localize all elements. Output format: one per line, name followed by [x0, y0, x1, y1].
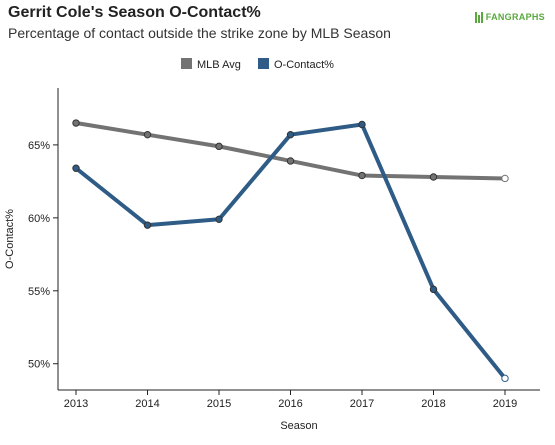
- y-axis-label: O-Contact%: [4, 209, 16, 269]
- data-point-mlb-avg: [501, 174, 509, 183]
- data-point-mlb-avg: [143, 130, 152, 139]
- y-tick-label: 55%: [28, 286, 50, 298]
- data-point-mlb-avg: [215, 142, 223, 151]
- legend-label-o-contact: O-Contact%: [274, 59, 334, 71]
- y-tick-label: 65%: [28, 140, 50, 152]
- x-tick-label: 2019: [493, 398, 517, 410]
- x-tick-label: 2017: [350, 398, 374, 410]
- data-point-mlb-avg: [358, 171, 366, 180]
- data-point-mlb-avg: [72, 119, 80, 127]
- y-tick-label: 60%: [28, 213, 50, 225]
- x-tick-label: 2013: [64, 398, 88, 410]
- fangraphs-logo-text: FANGRAPHS: [485, 12, 545, 22]
- data-point-o-contact: [143, 221, 152, 229]
- x-tick-label: 2015: [207, 398, 231, 410]
- legend-swatch-o-contact: [258, 58, 269, 69]
- chart-title: Gerrit Cole's Season O-Contact%: [8, 4, 261, 21]
- data-point-o-contact: [72, 164, 80, 172]
- x-tick-label: 2016: [278, 398, 302, 410]
- data-point-mlb-avg: [286, 157, 295, 165]
- x-axis-label: Season: [280, 420, 317, 432]
- data-point-o-contact: [429, 285, 438, 294]
- y-tick-label: 50%: [28, 359, 50, 371]
- x-tick-label: 2018: [421, 398, 445, 410]
- fangraphs-bars-icon: [474, 11, 484, 23]
- data-point-o-contact: [286, 130, 295, 139]
- legend-label-mlb-avg: MLB Avg: [197, 59, 241, 71]
- data-point-o-contact: [358, 120, 366, 129]
- data-point-mlb-avg: [429, 173, 438, 181]
- data-point-o-contact: [501, 374, 509, 383]
- fangraphs-logo: FANGRAPHS: [474, 10, 545, 24]
- data-point-o-contact: [215, 215, 223, 224]
- chart-subtitle: Percentage of contact outside the strike…: [8, 25, 391, 41]
- x-tick-label: 2014: [135, 398, 159, 410]
- legend-swatch-mlb-avg: [181, 58, 192, 69]
- legend: MLB Avg O-Contact%: [181, 58, 334, 71]
